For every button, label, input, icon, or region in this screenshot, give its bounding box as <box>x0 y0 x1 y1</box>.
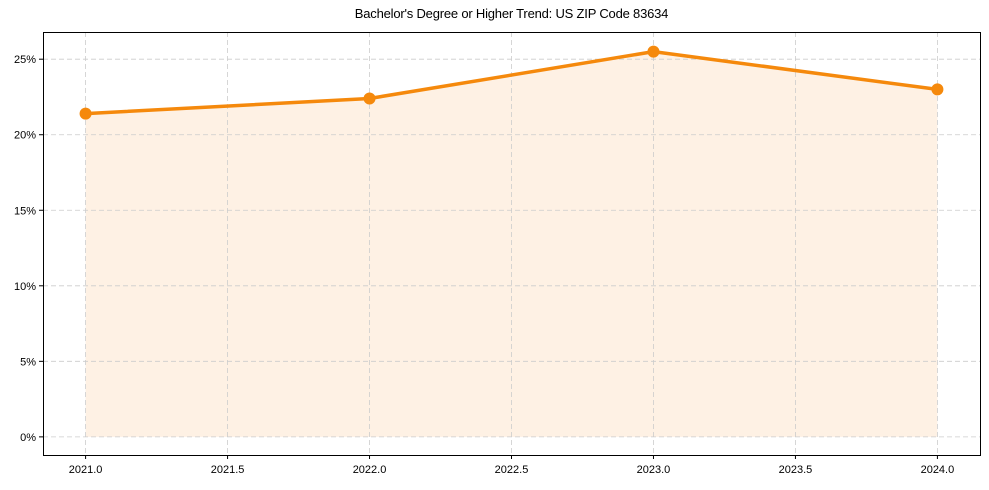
x-tick-label: 2021.0 <box>69 464 103 476</box>
y-tick-label: 20% <box>14 130 36 142</box>
x-tick-label: 2022.0 <box>353 464 387 476</box>
data-point <box>647 45 660 58</box>
x-tick-label: 2023.0 <box>637 464 671 476</box>
y-tick-label: 0% <box>20 432 36 444</box>
data-line <box>83 49 940 116</box>
x-tick-label: 2021.5 <box>211 464 245 476</box>
data-point <box>79 107 92 120</box>
data-points <box>79 45 944 120</box>
y-tick-label: 15% <box>14 205 36 217</box>
grid-lines <box>43 32 980 455</box>
x-axis: 2021.0 2021.5 2022.0 2022.5 2023.0 2023.5 2024… <box>69 455 954 476</box>
chart-title: Bachelor's Degree or Higher Trend: US ZI… <box>354 6 669 21</box>
data-point <box>931 83 944 96</box>
x-tick-label: 2024.0 <box>921 464 955 476</box>
y-tick-label: 10% <box>14 281 36 293</box>
y-tick-label: 25% <box>14 54 36 66</box>
x-tick-label: 2023.5 <box>779 464 813 476</box>
y-tick-label: 5% <box>20 356 36 368</box>
y-axis: 0% 5% 10% 15% 20% 25% <box>14 54 43 444</box>
data-point <box>363 92 376 105</box>
x-tick-label: 2022.5 <box>495 464 529 476</box>
